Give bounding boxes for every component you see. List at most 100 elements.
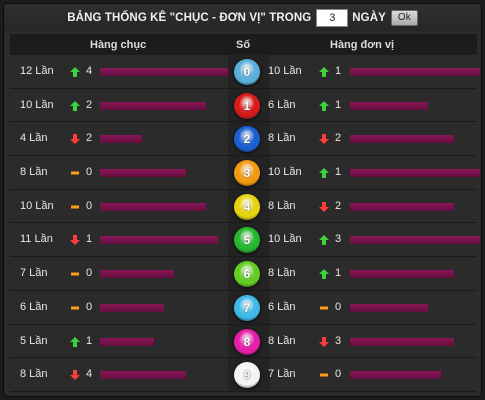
ball-shine <box>239 131 255 148</box>
units-trend <box>319 336 329 347</box>
units-trend <box>319 303 329 313</box>
table-row: 6 Lần 0 7 6 Lần 0 <box>10 290 477 325</box>
panel-title: BẢNG THỐNG KÊ "CHỤC - ĐƠN VỊ" TRONG <box>67 11 312 24</box>
column-header-tens: Hàng chục <box>90 39 147 51</box>
units-delta: 1 <box>335 166 342 179</box>
tens-bar <box>100 101 207 110</box>
table-row: 10 Lần 0 4 8 Lần 2 <box>10 189 477 224</box>
ball-number: 1 <box>243 98 251 113</box>
dash-icon <box>320 306 328 310</box>
units-trend <box>319 134 329 145</box>
ok-button[interactable]: Ok <box>390 9 418 26</box>
units-trend <box>319 201 329 212</box>
table-row: 11 Lần 1 5 10 Lần 3 <box>10 223 480 258</box>
tens-count: 5 Lần <box>20 334 48 347</box>
units-bar <box>350 303 428 312</box>
dash-icon <box>71 205 79 209</box>
tens-trend <box>70 100 80 111</box>
units-bar <box>350 101 428 110</box>
number-ball: 3 <box>234 160 260 187</box>
tens-trend <box>70 168 80 178</box>
dash-icon <box>71 171 79 175</box>
ball-number: 7 <box>243 300 251 315</box>
tens-bar <box>100 135 143 144</box>
units-delta: 1 <box>335 267 342 280</box>
units-bar <box>350 236 480 245</box>
arrow-down-icon <box>319 134 329 145</box>
number-ball: 9 <box>234 362 260 389</box>
tens-delta: 0 <box>86 300 93 313</box>
ball-number: 6 <box>243 267 251 282</box>
arrow-down-icon <box>70 235 80 246</box>
units-delta: 2 <box>335 132 342 145</box>
arrow-up-icon <box>319 269 329 280</box>
units-trend <box>319 168 329 179</box>
tens-trend <box>70 336 80 347</box>
days-input[interactable] <box>316 8 349 27</box>
tens-bar <box>100 303 164 312</box>
tens-trend <box>70 235 80 246</box>
units-trend <box>319 269 329 280</box>
arrow-up-icon <box>319 67 329 77</box>
units-bar <box>350 371 441 380</box>
ball-shine <box>239 232 255 249</box>
units-bar <box>350 68 480 76</box>
units-trend <box>319 235 329 246</box>
ball-shine <box>239 198 255 215</box>
tens-bar <box>100 371 186 380</box>
units-trend <box>319 370 329 380</box>
units-count: 7 Lần <box>268 368 296 381</box>
days-label: NGÀY <box>352 11 386 24</box>
units-count: 8 Lần <box>268 267 296 280</box>
arrow-up-icon <box>70 67 80 77</box>
tens-count: 7 Lần <box>20 267 48 280</box>
tens-delta: 0 <box>86 166 93 179</box>
tens-delta: 4 <box>86 368 93 381</box>
units-count: 8 Lần <box>268 199 296 212</box>
number-ball: 0 <box>234 59 260 85</box>
units-count: 10 Lần <box>268 233 302 246</box>
ball-number: 0 <box>243 65 251 79</box>
number-ball: 5 <box>234 227 260 254</box>
arrow-up-icon <box>319 168 329 179</box>
number-ball: 4 <box>234 193 260 220</box>
tens-trend <box>70 370 80 381</box>
ball-number: 3 <box>243 166 251 181</box>
tens-bar <box>100 169 186 178</box>
tens-count: 11 Lần <box>20 233 53 246</box>
ball-shine <box>239 97 255 114</box>
tens-bar <box>100 270 175 279</box>
units-bar <box>350 270 454 279</box>
tens-bar <box>100 68 228 76</box>
units-count: 8 Lần <box>268 334 296 347</box>
number-ball: 7 <box>234 294 260 321</box>
ball-shine <box>239 64 255 80</box>
tens-count: 4 Lần <box>20 132 48 145</box>
ball-number: 4 <box>243 199 251 214</box>
tens-delta: 2 <box>86 132 93 145</box>
table-row: 4 Lần 2 2 8 Lần 2 <box>10 122 477 157</box>
table-row: 10 Lần 2 1 6 Lần 1 <box>10 88 477 123</box>
units-delta: 3 <box>335 334 342 347</box>
arrow-down-icon <box>319 201 329 212</box>
units-bar <box>350 337 454 346</box>
table-header: Hàng chục Số Hàng đơn vị <box>10 34 477 55</box>
ball-number: 8 <box>243 334 251 349</box>
stats-table: 12 Lần 4 0 10 Lần 1 10 Lần 2 1 6 Lần 1 4 Lần 2 2 8 Lầ… <box>10 55 480 392</box>
units-count: 8 Lần <box>268 132 296 145</box>
table-row: 8 Lần 4 9 7 Lần 0 <box>10 358 477 392</box>
tens-trend <box>70 269 80 279</box>
units-delta: 2 <box>335 199 342 212</box>
tens-delta: 1 <box>86 233 93 246</box>
panel-title-bar: BẢNG THỐNG KÊ "CHỤC - ĐƠN VỊ" TRONG NGÀY… <box>4 4 481 31</box>
ball-shine <box>239 165 255 182</box>
units-count: 10 Lần <box>268 65 302 77</box>
units-delta: 0 <box>335 368 342 381</box>
tens-trend <box>70 202 80 212</box>
dash-icon <box>71 272 79 276</box>
units-delta: 1 <box>335 65 342 77</box>
units-delta: 3 <box>335 233 342 246</box>
arrow-up-icon <box>319 100 329 111</box>
tens-delta: 0 <box>86 199 93 212</box>
ball-shine <box>239 299 255 316</box>
